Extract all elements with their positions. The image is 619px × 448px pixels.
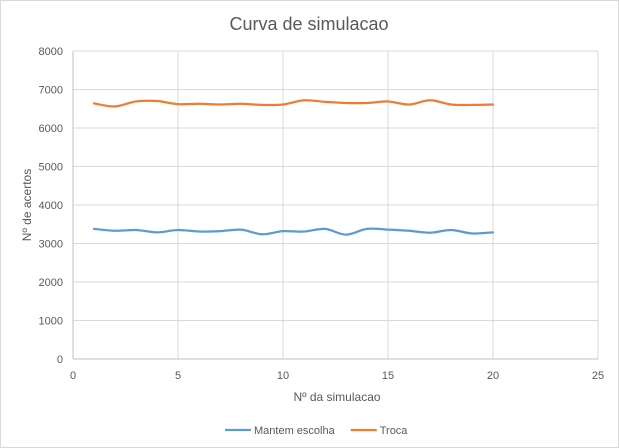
chart-title: Curva de simulacao (229, 14, 388, 34)
y-tick-label: 7000 (39, 85, 63, 97)
x-axis-title: Nº da simulacao (293, 390, 380, 404)
y-tick-label: 1000 (39, 316, 63, 328)
tick-labels: 0 1000 2000 3000 4000 5000 6000 7000 8000 0 5 10 15 2… (39, 46, 605, 382)
series-line-1 (92, 227, 495, 236)
x-tick-label: 15 (382, 370, 394, 382)
y-tick-label: 4000 (39, 200, 63, 212)
x-tick-label: 5 (175, 370, 181, 382)
y-tick-label: 0 (57, 354, 63, 366)
y-tick-label: 6000 (39, 123, 63, 135)
legend: Mantem escolha Troca (225, 425, 408, 437)
gridlines (73, 50, 599, 359)
y-tick-label: 8000 (39, 46, 63, 58)
y-tick-label: 5000 (39, 162, 63, 174)
x-tick-label: 25 (592, 370, 604, 382)
y-axis-title: Nº de acertos (20, 169, 34, 241)
x-tick-label: 0 (70, 370, 76, 382)
series-layer (92, 99, 495, 236)
y-tick-label: 2000 (39, 277, 63, 289)
legend-label: Troca (380, 425, 409, 437)
series-line-2 (92, 99, 495, 108)
x-tick-label: 20 (487, 370, 499, 382)
axes (72, 51, 598, 360)
x-tick-label: 10 (277, 370, 289, 382)
legend-label: Mantem escolha (254, 425, 336, 437)
y-tick-label: 3000 (39, 239, 63, 251)
